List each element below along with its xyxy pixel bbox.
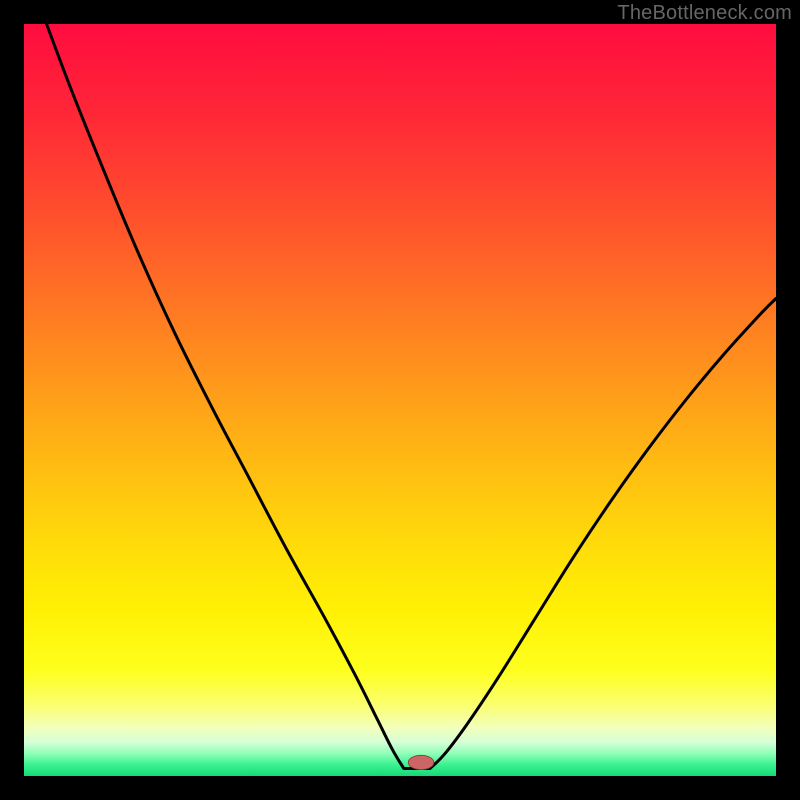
watermark-text: TheBottleneck.com (617, 2, 792, 25)
chart-svg (24, 24, 776, 776)
bottleneck-marker (408, 755, 434, 769)
plot-outer-frame (24, 24, 776, 776)
chart-container: TheBottleneck.com (0, 0, 800, 800)
gradient-background (24, 24, 776, 776)
plot-area (24, 24, 776, 776)
